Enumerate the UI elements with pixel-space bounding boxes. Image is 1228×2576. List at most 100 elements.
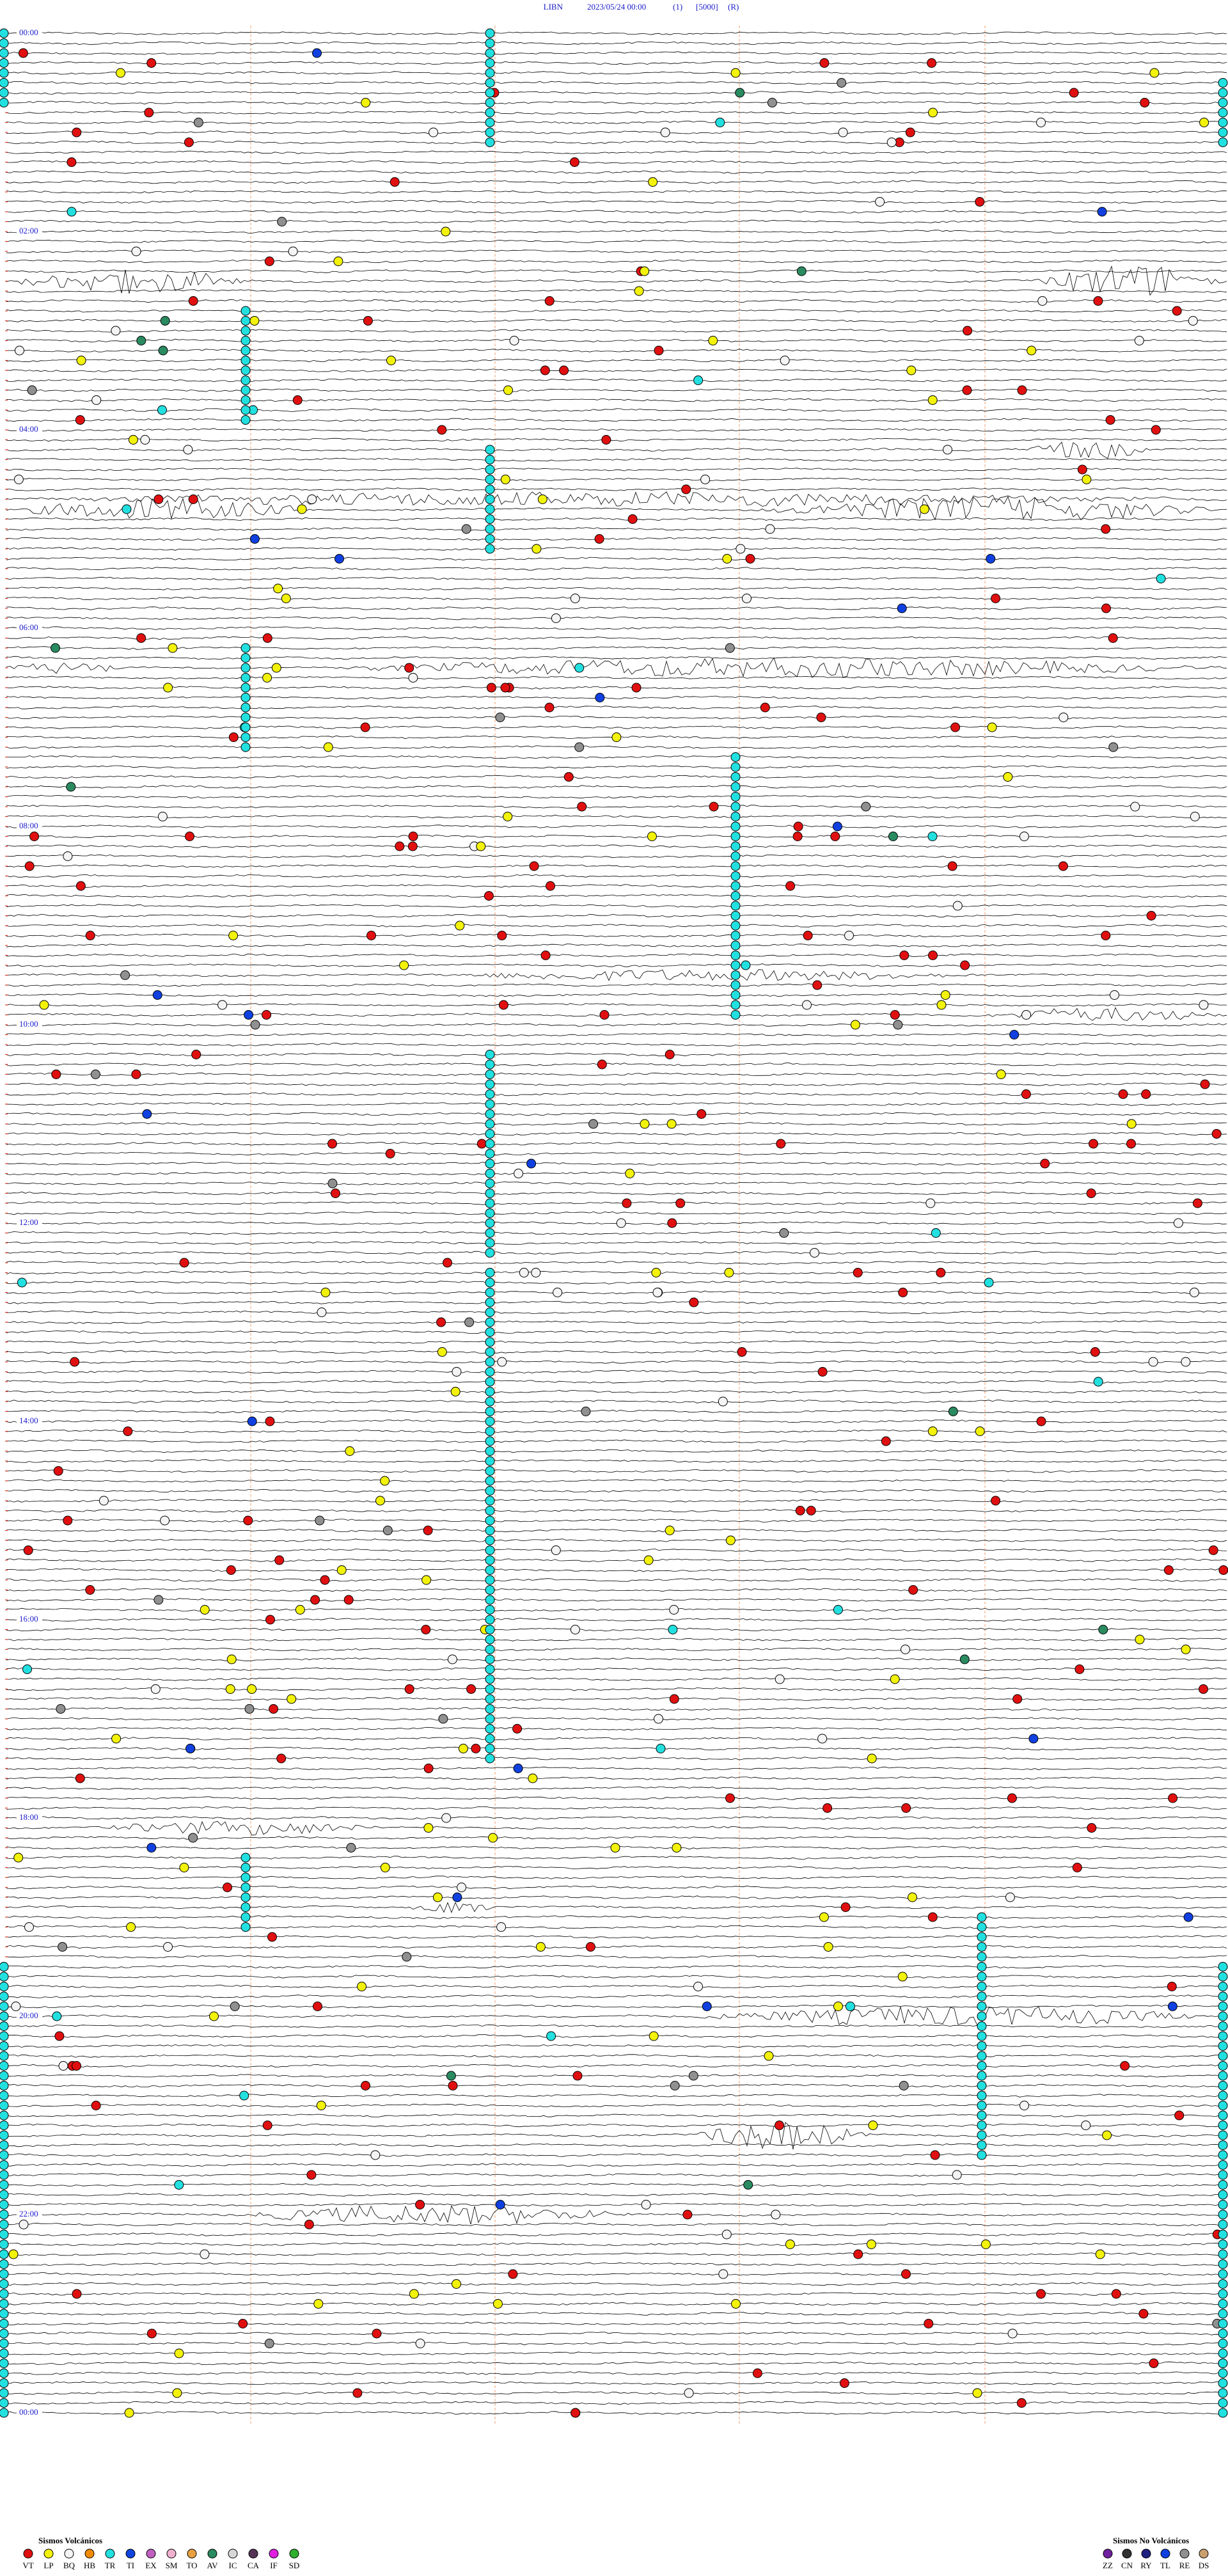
event: [977, 2021, 987, 2031]
trace: [6, 1419, 1227, 1423]
event: [730, 772, 741, 782]
event: [952, 2170, 962, 2180]
event: [485, 1357, 495, 1367]
event: [485, 445, 495, 455]
trace: [6, 1082, 1227, 1086]
trace: [6, 491, 1227, 507]
trace: [6, 71, 1227, 75]
event: [0, 2240, 9, 2249]
event: [1218, 2309, 1228, 2319]
trace: [6, 844, 1227, 848]
event: [421, 1625, 431, 1634]
event: [977, 2041, 987, 2051]
event: [111, 326, 121, 336]
event: [188, 1833, 198, 1843]
event: [457, 1883, 467, 1892]
event: [497, 1357, 507, 1367]
event: [485, 1308, 495, 1317]
event: [1218, 2339, 1228, 2348]
trace: [6, 894, 1227, 898]
event: [436, 1317, 446, 1327]
event: [890, 1010, 900, 1020]
legend-swatch: [43, 2548, 54, 2559]
trace: [6, 1281, 1227, 1284]
event: [485, 1089, 495, 1099]
event: [975, 1426, 985, 1436]
trace: [6, 1439, 1227, 1443]
trace: [6, 765, 1227, 769]
event: [1218, 2259, 1228, 2269]
event: [485, 455, 495, 464]
event: [399, 960, 409, 970]
event: [730, 851, 741, 861]
event: [668, 1625, 678, 1634]
event: [730, 911, 741, 921]
event: [131, 246, 141, 257]
event: [485, 1426, 495, 1436]
event: [832, 821, 842, 832]
event: [18, 48, 28, 58]
event: [386, 356, 396, 365]
event: [179, 1258, 189, 1268]
event: [785, 881, 796, 891]
event: [70, 1357, 80, 1367]
event: [1009, 1030, 1019, 1039]
event: [485, 484, 495, 494]
trace: [6, 265, 1227, 296]
event: [936, 1000, 947, 1010]
event: [0, 2229, 9, 2240]
event: [730, 792, 741, 802]
event: [485, 1158, 495, 1169]
event: [1082, 475, 1092, 484]
event: [977, 1922, 987, 1932]
event: [1036, 118, 1046, 127]
event: [806, 1506, 816, 1515]
event: [485, 1208, 495, 1218]
event: [594, 534, 604, 544]
event: [837, 78, 847, 88]
event: [497, 931, 507, 940]
trace: [6, 1836, 1227, 1840]
event: [1218, 2408, 1228, 2418]
trace: [6, 210, 1227, 214]
event: [927, 58, 937, 68]
event: [76, 356, 86, 365]
time-label: 04:00: [19, 424, 38, 434]
event: [700, 475, 711, 484]
trace: [6, 1995, 1227, 1998]
event: [908, 1585, 918, 1595]
event: [304, 2220, 314, 2229]
trace: [6, 825, 1227, 828]
event: [899, 951, 909, 960]
event: [730, 891, 741, 901]
event: [287, 1694, 297, 1704]
event: [0, 2121, 9, 2130]
event: [963, 326, 973, 336]
event: [1087, 1823, 1097, 1833]
event: [250, 1020, 260, 1030]
label-bg: [17, 2012, 42, 2021]
event: [345, 1446, 355, 1456]
event: [675, 1198, 686, 1208]
event: [833, 1605, 843, 1615]
event: [1111, 2289, 1121, 2299]
trace: [6, 1776, 1227, 1780]
event: [157, 812, 168, 821]
event: [737, 1347, 747, 1357]
trace: [6, 1360, 1227, 1364]
event: [553, 1288, 563, 1297]
event: [281, 594, 291, 603]
event: [292, 395, 303, 405]
event: [1218, 2160, 1228, 2170]
trace: [6, 2123, 1227, 2128]
event: [1211, 1129, 1222, 1139]
event: [485, 1189, 495, 1198]
event: [731, 2299, 741, 2309]
trace: [6, 2054, 1227, 2058]
event: [485, 58, 495, 68]
event: [466, 1684, 476, 1694]
event: [485, 1407, 495, 1416]
event: [0, 68, 9, 78]
event: [262, 1010, 272, 1020]
event: [927, 395, 938, 405]
